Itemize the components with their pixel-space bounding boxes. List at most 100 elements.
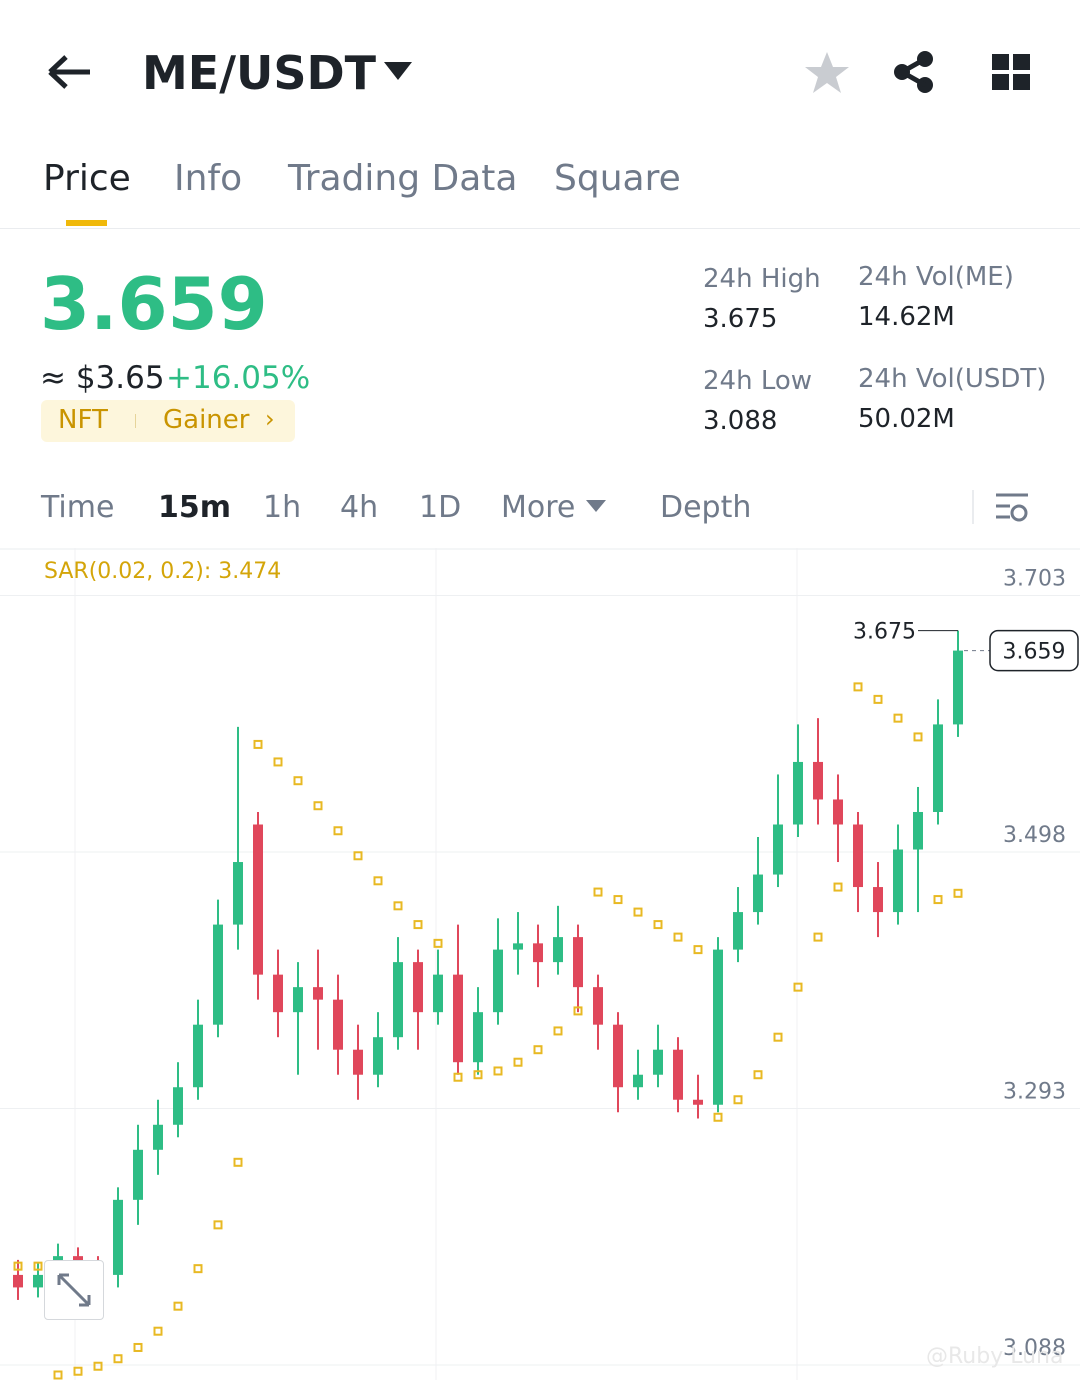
candle-body [433,974,443,1013]
sar-dot [613,895,623,905]
sar-dot [633,907,643,917]
candle-body [673,1049,683,1100]
candle-body [133,1149,143,1200]
share-icon[interactable] [892,50,936,94]
sar-dot [653,920,663,930]
sar-dot [193,1264,203,1274]
last-price-label: 3.659 [1003,640,1066,665]
candle-body [953,650,963,725]
timeframe[interactable]: Time [41,490,115,525]
candle-body [13,1274,23,1288]
candle-body [113,1199,123,1275]
sar-dot [793,982,803,992]
sar-dot [933,895,943,905]
candle-body [453,974,463,1063]
high-marker: 3.675 [853,620,916,645]
candle-body [813,761,823,800]
candle-body [653,1049,663,1075]
candle-body [593,987,603,1025]
tag-box[interactable] [41,400,295,442]
price-change: +16.05% [166,360,311,396]
dropdown-icon[interactable] [384,62,412,82]
sar-dot [473,1070,483,1080]
candle-body [773,824,783,875]
usd-price: ≈ $3.65 [40,360,165,396]
sar-dot [913,732,923,742]
pair-title[interactable]: ME/USDT [142,46,377,100]
sar-dot [853,682,863,692]
sar-dot [713,1112,723,1122]
sar-dot [833,882,843,892]
tab[interactable]: Square [554,158,681,199]
sar-dot [293,776,303,786]
sar-dot [393,901,403,911]
candle-body [213,924,223,1025]
indicator-name: SAR(0.02, 0.2): [44,559,211,584]
timeframe[interactable]: More [501,490,576,525]
candle-body [353,1049,363,1075]
timeframe[interactable]: 4h [340,490,379,525]
stat-value: 14.62M [858,302,955,332]
candle-body [273,974,283,1013]
sar-dot [93,1361,103,1371]
sar-dot [373,876,383,886]
tag[interactable]: NFT [58,405,108,435]
tab[interactable]: Price [43,158,131,199]
divider [0,228,1080,229]
candle-body [613,1024,623,1088]
candle-body [853,824,863,888]
candle-body [513,943,523,950]
candle-body [233,862,243,925]
candle-body [633,1074,643,1088]
sar-dot [313,801,323,811]
sar-dot [673,932,683,942]
expand-button[interactable] [44,1260,104,1320]
stat-label: 24h High [703,264,821,294]
favorite-icon[interactable] [804,50,850,96]
candle-body [333,999,343,1050]
candle-body [693,1099,703,1105]
candle-body [33,1274,43,1288]
timeframe[interactable]: 1h [263,490,302,525]
sar-dot [113,1354,123,1364]
timeframe[interactable]: 1D [419,490,462,525]
stat-value: 3.675 [703,304,778,334]
last-price-box [989,629,1079,672]
sar-dot [493,1066,503,1076]
candle-body [713,949,723,1105]
tag[interactable]: Gainer [163,405,250,435]
chart: SAR(0.02, 0.2): 3.474 3.703 3.498 3.293 3.0… [0,548,1080,1380]
candle-body [373,1037,383,1075]
candle-body [173,1087,183,1125]
sar-dot [813,932,823,942]
sar-dot [13,1261,23,1271]
settings-icon[interactable] [996,492,1030,524]
expand-icon [57,1273,91,1307]
sar-dot [413,920,423,930]
sar-dot [253,739,263,749]
stat-label: 24h Vol(USDT) [858,364,1047,394]
dropdown-icon [586,500,606,512]
grid-icon[interactable] [992,54,1032,92]
candle-body [913,811,923,850]
sar-dot [733,1095,743,1105]
tab[interactable]: Info [174,158,243,199]
tab[interactable]: Trading Data [288,158,518,199]
sar-dot [873,694,883,704]
candle-body [793,761,803,825]
back-icon[interactable] [46,52,94,92]
sar-dot [73,1366,83,1376]
timeframe[interactable]: Depth [660,490,752,525]
candle-body [293,987,303,1013]
candle-body [393,962,403,1038]
sar-dot [893,713,903,723]
stat-value: 3.088 [703,406,778,436]
timeframe[interactable]: 15m [158,490,232,525]
candle-body [313,987,323,1000]
sar-dot [233,1157,243,1167]
tab-indicator [66,220,107,226]
sar-dot [773,1032,783,1042]
sar-dot [333,826,343,836]
sar-dot [153,1326,163,1336]
